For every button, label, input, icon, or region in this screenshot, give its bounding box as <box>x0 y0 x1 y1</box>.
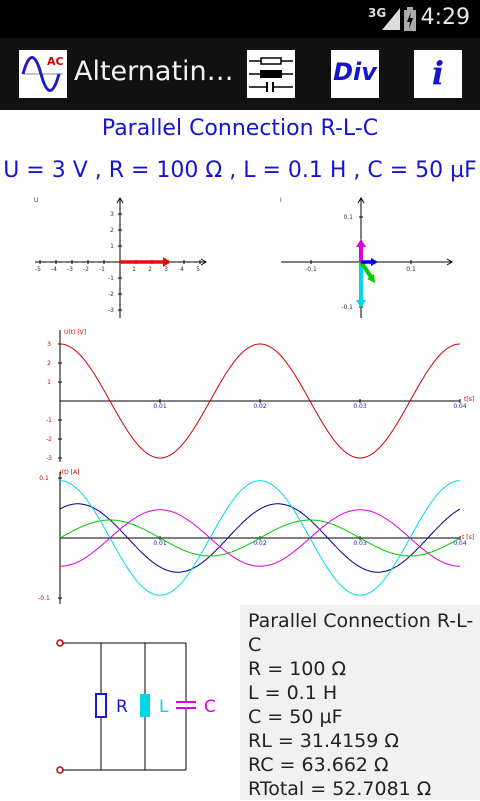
voltage-plot-y-tick-label: 1 <box>47 379 51 386</box>
total-current-phasor-head <box>367 274 375 283</box>
phasor-i-x-arrow <box>446 258 453 266</box>
resistor-current-phasor-head <box>371 258 378 266</box>
parameters-line: U = 3 V , R = 100 Ω , L = 0.1 H , C = 50… <box>3 158 477 183</box>
phasor-u-y-tick-label: 1 <box>110 243 114 250</box>
phasor-u-y-arrow <box>116 197 124 204</box>
voltage-plot-x-tick-label: 0.01 <box>153 403 167 410</box>
phasor-u-y-tick-label: 3 <box>110 211 114 218</box>
voltage-plot-ylabel: U(t) [V] <box>64 329 86 336</box>
voltage-plot-y-tick-label: -1 <box>46 417 52 424</box>
phasor-u-y-tick-label: 2 <box>110 227 114 234</box>
phasor-u-y-tick-label: -2 <box>108 291 114 298</box>
info-line: RTotal = 52.7081 Ω <box>248 778 432 800</box>
phasor-i-y-tick-label: 0.1 <box>343 214 353 221</box>
phasor-i-x-tick-label: -0.1 <box>305 266 317 273</box>
status-bar: 3G 4:29 <box>0 0 480 38</box>
terminal-top <box>56 639 64 647</box>
resistor-current-curve <box>59 519 461 557</box>
total-current-curve <box>59 503 461 573</box>
current-time-plot: I(t) [A] t [s] 0.1 -0.1 0.01 0.02 0.03 0.04 <box>38 469 474 604</box>
terminal-bottom <box>56 766 64 774</box>
div-button[interactable]: Div <box>331 50 379 98</box>
voltage-plot-y-tick-label: -2 <box>46 436 52 443</box>
phasor-u-x-tick-label: 2 <box>148 266 152 273</box>
voltage-plot-x-tick-label: 0.02 <box>253 403 267 410</box>
app-logo-icon[interactable]: AC <box>19 50 67 98</box>
info-icon: i <box>431 54 445 92</box>
circuit-select-icon[interactable] <box>247 50 295 98</box>
logo-text: AC <box>47 55 64 68</box>
info-line: RL = 31.4159 Ω <box>248 730 399 752</box>
action-bar: AC Alternatin… Div i <box>0 38 480 110</box>
voltage-phasor-diagram: U -5 -4 -3 -2 -1 1 2 3 4 5 3 2 1 -1 -2 -3 <box>34 197 207 318</box>
phasor-u-x-tick-label: -5 <box>35 266 41 273</box>
phasor-u-y-tick-label: -3 <box>108 307 114 314</box>
info-line: L = 0.1 H <box>248 682 338 704</box>
info-line: R = 100 Ω <box>248 658 347 680</box>
voltage-plot-y-tick-label: 3 <box>47 341 51 348</box>
phasor-u-x-tick-label: 4 <box>180 266 184 273</box>
inductor-current-phasor-head <box>356 300 366 308</box>
resistor-symbol <box>95 693 107 718</box>
voltage-plot-y-tick-label: 2 <box>47 360 51 367</box>
results-panel: Parallel Connection R-L- C R = 100 Ω L =… <box>240 605 480 800</box>
info-line: C <box>248 634 262 656</box>
phasor-u-label: U <box>34 197 38 204</box>
current-plot-xlabel: t [s] <box>462 534 474 541</box>
capacitor-current-phasor-head <box>356 239 366 247</box>
phasor-i-label: I <box>280 197 282 204</box>
current-phasor-diagram: I -0.1 0.1 0.1 -0.1 <box>280 197 453 318</box>
current-plot-x-tick-label: 0.04 <box>453 540 467 547</box>
phasor-i-y-arrow <box>357 197 365 204</box>
info-button[interactable]: i <box>414 50 462 98</box>
battery-icon <box>404 7 416 31</box>
phasor-u-x-tick-label: 1 <box>132 266 136 273</box>
voltage-plot-x-tick-label: 0.03 <box>353 403 367 410</box>
phasor-u-x-tick-label: 3 <box>164 266 168 273</box>
current-plot-ylabel: I(t) [A] <box>60 469 80 476</box>
phasor-i-x-tick-label: 0.1 <box>406 266 416 273</box>
resistor-label: R <box>116 697 128 717</box>
info-line: C = 50 µF <box>248 706 343 728</box>
connection-title: Parallel Connection R-L-C <box>101 116 379 141</box>
voltage-plot-x-tick-label: 0.04 <box>453 403 467 410</box>
voltage-plot-xlabel: t[s] <box>464 396 474 403</box>
network-indicator: 3G <box>368 6 387 20</box>
phasor-u-x-arrow <box>200 258 207 266</box>
phasor-u-x-tick-label: -1 <box>99 266 105 273</box>
phasor-u-x-tick-label: 5 <box>196 266 200 273</box>
phasor-i-y-tick-label: -0.1 <box>341 304 353 311</box>
signal-icon <box>382 8 400 30</box>
capacitor-current-curve <box>59 509 461 567</box>
voltage-plot-y-tick-label: -3 <box>46 455 52 462</box>
phasor-u-x-tick-label: -2 <box>83 266 89 273</box>
capacitor-label: C <box>204 697 216 717</box>
info-line: RC = 63.662 Ω <box>248 754 389 776</box>
voltage-curve <box>60 343 460 459</box>
current-plot-x-tick-label: 0.03 <box>353 540 367 547</box>
inductor-symbol <box>140 694 150 717</box>
phasor-u-x-tick-label: -4 <box>51 266 57 273</box>
clock: 4:29 <box>420 5 470 30</box>
voltage-time-plot: U(t) [V] t[s] 3 2 1 -1 -2 -3 0.01 0.02 0.03 0.04 <box>46 329 474 462</box>
current-plot-y-tick-label: 0.1 <box>39 475 49 482</box>
current-plot-x-tick-label: 0.02 <box>253 540 267 547</box>
current-plot-x-tick-label: 0.01 <box>153 540 167 547</box>
phasor-u-x-tick-label: -3 <box>67 266 73 273</box>
voltage-phasor-head <box>163 257 171 267</box>
info-line: Parallel Connection R-L- <box>248 610 474 632</box>
inductor-label: L <box>159 697 169 717</box>
div-button-label: Div <box>333 58 377 86</box>
app-title: Alternatin… <box>74 56 234 87</box>
total-current-phasor <box>359 260 373 279</box>
phasor-u-y-tick-label: -1 <box>108 275 114 282</box>
current-plot-y-tick-label: -0.1 <box>38 595 50 602</box>
circuit-diagram: R L C <box>56 639 216 774</box>
inductor-current-curve <box>60 480 460 596</box>
